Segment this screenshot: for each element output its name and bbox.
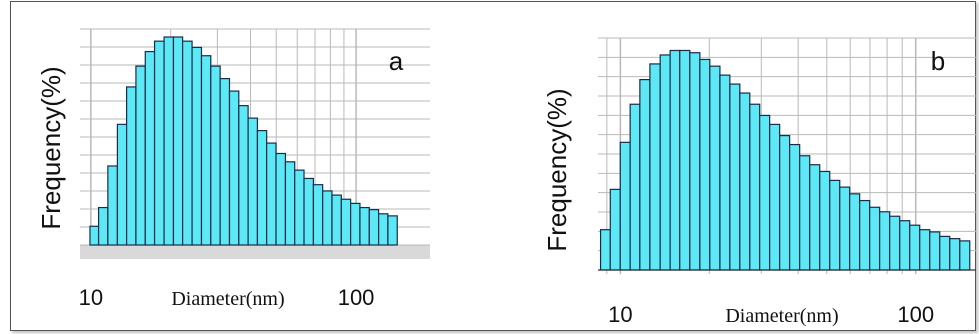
histogram-bar (387, 215, 398, 246)
histogram-bar (739, 92, 751, 271)
histogram-bar (228, 90, 240, 246)
histogram-bar (322, 190, 333, 246)
histogram-bar (719, 74, 731, 271)
x-tick-label: 100 (338, 285, 375, 310)
histogram-bar (107, 165, 118, 246)
histogram-bar (759, 114, 771, 271)
histogram-bar (899, 220, 911, 271)
x-axis-label: Diameter(nm) (725, 305, 838, 327)
plot-floor (80, 245, 430, 259)
histogram-bar (89, 225, 100, 246)
histogram-bar (368, 209, 380, 246)
histogram-bar (284, 161, 296, 246)
histogram-bar (609, 188, 621, 271)
histogram-bar (669, 49, 681, 271)
x-axis-label: Diameter(nm) (171, 288, 284, 310)
histogram-bar (649, 63, 661, 271)
histogram-bar (779, 135, 791, 271)
histogram-bar (275, 152, 287, 246)
histogram-bar (219, 77, 231, 246)
histogram-bar (929, 231, 941, 271)
histogram-bar (679, 49, 691, 271)
histogram-bar (238, 105, 249, 246)
histogram-bar (809, 164, 821, 271)
histogram-bar (629, 103, 641, 271)
histogram-bar (294, 169, 305, 246)
histogram-bar (869, 206, 881, 271)
histogram-bar (97, 206, 109, 246)
histogram-bar (350, 202, 361, 246)
histogram-bar (749, 103, 761, 271)
histogram-bar (879, 211, 891, 271)
y-axis-label: Frequency(%) (542, 88, 572, 251)
histogram-bar (849, 193, 861, 271)
histogram-bar (689, 52, 701, 271)
histogram-bar (312, 184, 324, 246)
histogram-bar (769, 123, 781, 271)
histogram-bar (819, 170, 831, 271)
histogram-bar (619, 141, 631, 271)
panel-b: 10 100 Diameter(nm) Frequency(%) b (542, 37, 976, 327)
panel-letter: a (389, 46, 404, 76)
histogram-bar (889, 215, 901, 271)
histogram-bar (116, 123, 128, 246)
histogram-bar (144, 50, 156, 246)
histogram-bar (659, 54, 671, 271)
histogram-bar (359, 206, 370, 246)
histogram-bar (256, 130, 268, 246)
histogram-bar (266, 142, 277, 246)
histogram-bar (172, 36, 184, 246)
histogram-bar (126, 86, 137, 246)
histogram-bar (709, 65, 721, 271)
histogram-bar (799, 155, 811, 271)
histogram-bar (839, 186, 851, 271)
histogram-bar (699, 58, 711, 271)
histogram-bar (919, 229, 931, 271)
histogram-bar (340, 198, 352, 246)
histogram-bar (303, 177, 315, 246)
histogram-bar (909, 224, 921, 271)
x-tick-label: 10 (79, 285, 103, 310)
histogram-bar (182, 40, 193, 246)
histogram-bar (153, 40, 165, 246)
x-tick-label: 100 (897, 302, 934, 327)
histogram-bar (210, 65, 221, 246)
histogram-bar (163, 36, 175, 246)
panel-letter: b (931, 46, 945, 76)
histogram-bar (377, 213, 389, 246)
histogram-bar (200, 55, 212, 246)
histogram-bar (639, 78, 651, 271)
histogram-bar (959, 240, 971, 271)
histogram-bar (247, 117, 259, 246)
histogram-bar (949, 238, 961, 271)
histogram-bar (191, 46, 203, 246)
histogram-bar (829, 179, 841, 271)
x-tick-label: 10 (608, 302, 632, 327)
histogram-bar (789, 143, 801, 271)
histogram-bar (331, 194, 342, 246)
histogram-bar (599, 229, 611, 271)
y-axis-label: Frequency(%) (36, 66, 66, 229)
histogram-bar (859, 199, 871, 271)
histogram-bar (939, 235, 951, 271)
panel-a: 10 100 Diameter(nm) Frequency(%) a (36, 28, 430, 310)
histogram-bar (135, 65, 146, 246)
histogram-bar (729, 83, 741, 271)
